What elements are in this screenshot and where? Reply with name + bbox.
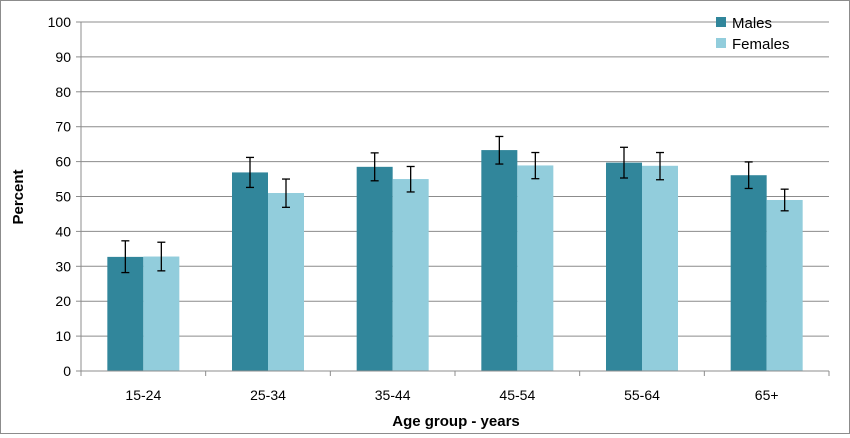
x-tick-label: 15-24 (125, 387, 161, 403)
bar-females-15-24 (143, 256, 180, 371)
y-tick-label: 50 (55, 189, 71, 205)
y-tick-label: 80 (55, 84, 71, 100)
bar-males-45-54 (481, 150, 518, 371)
y-tick-label: 40 (55, 223, 71, 239)
bar-males-15-24 (107, 256, 144, 371)
x-axis-tick-labels: 15-24 25-34 35-44 45-54 55-64 65+ (125, 387, 778, 403)
axes (80, 22, 830, 376)
bar-females-25-34 (268, 193, 304, 371)
x-tick-label: 55-64 (624, 387, 660, 403)
legend-swatch-males (716, 17, 726, 27)
y-tick-label: 10 (55, 328, 71, 344)
bars (107, 150, 803, 371)
y-axis-title: Percent (10, 169, 27, 224)
legend: Males Females (716, 15, 790, 53)
bar-males-25-34 (232, 172, 268, 371)
x-tick-label: 45-54 (499, 387, 535, 403)
y-tick-label: 0 (63, 363, 71, 379)
legend-label-females: Females (732, 36, 790, 53)
error-bars (121, 135, 789, 274)
y-axis-tick-labels: 0 10 20 30 40 50 60 70 80 90 100 (48, 14, 72, 379)
bar-females-45-54 (517, 165, 554, 371)
x-tick-label: 25-34 (250, 387, 286, 403)
y-tick-label: 20 (55, 293, 71, 309)
legend-label-males: Males (732, 15, 772, 32)
gridlines (76, 21, 829, 372)
bar-females-65+ (766, 199, 803, 371)
bar-females-55-64 (642, 165, 678, 371)
y-tick-label: 60 (55, 154, 71, 170)
bar-males-55-64 (606, 162, 642, 371)
bar-males-35-44 (356, 166, 393, 371)
x-axis-title: Age group - years (392, 413, 520, 430)
y-tick-label: 100 (48, 14, 72, 30)
y-tick-label: 90 (55, 49, 71, 65)
y-tick-label: 30 (55, 258, 71, 274)
legend-swatch-females (716, 38, 726, 48)
x-tick-label: 35-44 (375, 387, 411, 403)
y-tick-label: 70 (55, 119, 71, 135)
bar-males-65+ (730, 175, 767, 371)
bar-females-35-44 (392, 179, 429, 371)
x-tick-label: 65+ (755, 387, 779, 403)
